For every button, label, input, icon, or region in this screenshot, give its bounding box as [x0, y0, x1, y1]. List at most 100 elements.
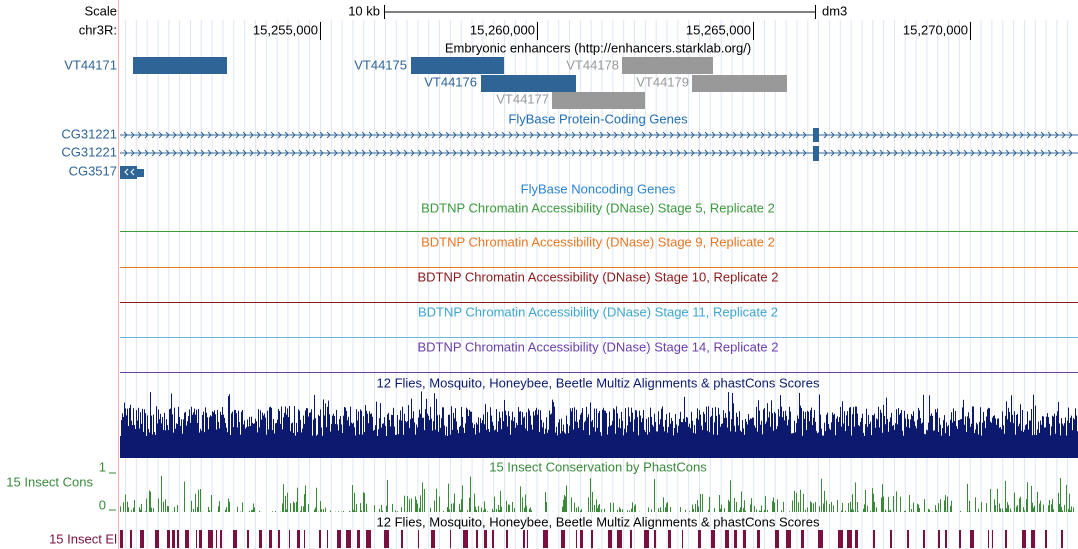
- wiggle-bar: [908, 419, 909, 458]
- wiggle-bar: [783, 501, 784, 512]
- wiggle-bar: [909, 495, 910, 512]
- wiggle-bar: [353, 422, 354, 458]
- wiggle-bar: [1034, 434, 1035, 458]
- wiggle-bar: [157, 423, 158, 458]
- wiggle-bar: [968, 412, 969, 458]
- wiggle-bar: [263, 415, 264, 458]
- wiggle-bar: [422, 417, 423, 458]
- wiggle-bar: [703, 411, 704, 458]
- scale-label: Scale: [84, 3, 117, 18]
- wiggle-bar: [480, 418, 481, 458]
- wiggle-bar: [741, 431, 742, 458]
- wiggle-bar: [889, 510, 890, 512]
- wiggle-bar: [532, 429, 533, 458]
- wiggle-bar: [1032, 435, 1033, 458]
- wiggle-bar: [714, 507, 715, 512]
- wiggle-bar: [796, 423, 797, 458]
- wiggle-bar: [741, 491, 742, 512]
- wiggle-bar: [293, 432, 294, 458]
- wiggle-bar: [436, 398, 437, 458]
- wiggle-bar: [1014, 411, 1015, 458]
- element: [725, 530, 729, 548]
- wiggle-bar: [159, 419, 160, 458]
- wiggle-bar: [967, 483, 968, 512]
- wiggle-bar: [793, 433, 794, 458]
- wiggle-bar: [1040, 420, 1041, 458]
- wiggle-bar: [697, 499, 698, 512]
- wiggle-bar: [618, 427, 619, 458]
- wiggle-bar: [623, 435, 624, 458]
- wiggle-bar: [693, 432, 694, 458]
- wiggle-bar: [702, 429, 703, 458]
- wiggle-bar: [506, 500, 507, 512]
- wiggle-bar: [774, 411, 775, 458]
- wiggle-bar: [222, 407, 223, 458]
- wiggle-bar: [661, 408, 662, 458]
- wiggle-bar: [970, 426, 971, 458]
- wiggle-bar: [461, 406, 462, 458]
- wiggle-bar: [543, 422, 544, 458]
- wiggle-bar: [659, 424, 660, 458]
- wiggle-bar: [383, 423, 384, 458]
- wiggle-bar: [660, 419, 661, 458]
- wiggle-bar: [910, 419, 911, 458]
- scale-bar-label: 10 kb: [348, 3, 380, 18]
- wiggle-bar: [1060, 478, 1061, 512]
- wiggle-bar: [1051, 426, 1052, 458]
- wiggle-bar: [417, 427, 418, 458]
- wiggle-bar: [120, 435, 121, 458]
- wiggle-bar: [905, 418, 906, 458]
- wiggle-bar: [166, 419, 167, 458]
- track-title: BDTNP Chromatin Accessibility (DNase) St…: [421, 234, 775, 249]
- wiggle-bar: [850, 501, 851, 512]
- wiggle-bar: [695, 503, 696, 512]
- wiggle-bar: [122, 413, 123, 458]
- wiggle-bar: [1076, 415, 1077, 458]
- wiggle-bar: [673, 435, 674, 458]
- wiggle-bar: [855, 482, 856, 512]
- wiggle-bar: [810, 410, 811, 458]
- wiggle-bar: [933, 430, 934, 458]
- wiggle-bar: [1059, 503, 1060, 512]
- wiggle-bar: [637, 417, 638, 458]
- wiggle-bar: [929, 509, 930, 512]
- wiggle-bar: [407, 496, 408, 512]
- wiggle-bar: [698, 419, 699, 458]
- wiggle-bar: [242, 410, 243, 458]
- wiggle-bar: [610, 502, 611, 512]
- wiggle-bar: [726, 417, 727, 458]
- wiggle-bar: [994, 499, 995, 512]
- wiggle-bar: [875, 427, 876, 458]
- element: [992, 530, 993, 548]
- wiggle-bar: [225, 423, 226, 458]
- wiggle-bar: [994, 415, 995, 458]
- element: [259, 530, 262, 548]
- wiggle-bar: [1037, 491, 1038, 512]
- wiggle-bar: [765, 496, 766, 512]
- gene: [137, 169, 144, 177]
- wiggle-bar: [1023, 507, 1024, 512]
- wiggle-bar: [1071, 415, 1072, 458]
- wiggle-bar: [727, 427, 728, 458]
- wiggle-bar: [684, 396, 685, 458]
- wiggle-bar: [325, 507, 326, 512]
- element: [945, 530, 947, 548]
- wiggle-bar: [211, 416, 212, 458]
- wiggle-bar: [839, 417, 840, 458]
- wiggle-bar: [223, 414, 224, 458]
- wiggle-bar: [858, 425, 859, 458]
- wiggle-bar: [304, 494, 305, 512]
- wiggle-bar: [751, 418, 752, 458]
- wiggle-bar: [1016, 506, 1017, 512]
- wiggle-bar: [751, 498, 752, 512]
- element: [506, 530, 508, 548]
- wiggle-bar: [374, 505, 375, 512]
- wiggle-bar: [692, 504, 693, 512]
- wiggle-bar: [602, 409, 603, 458]
- wiggle-bar: [355, 435, 356, 458]
- wiggle-bar: [617, 413, 618, 458]
- wiggle-bar: [403, 434, 404, 458]
- wiggle-bar: [461, 499, 462, 512]
- wiggle-bar: [998, 418, 999, 458]
- wiggle-bar: [336, 409, 337, 458]
